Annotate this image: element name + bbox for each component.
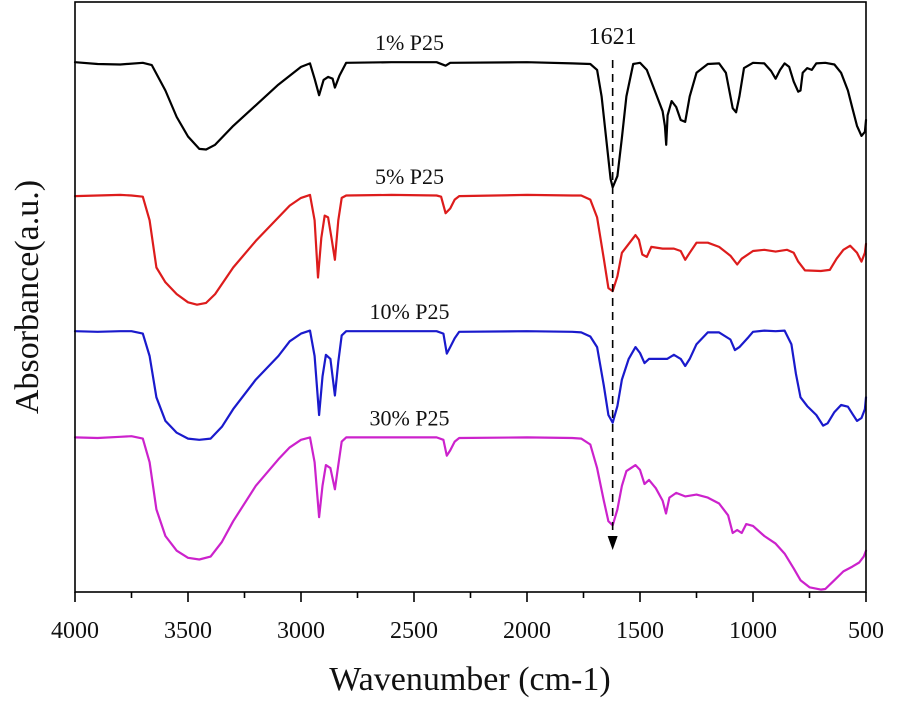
series-label: 30% P25 — [369, 405, 449, 430]
x-tick-label: 4000 — [51, 618, 99, 644]
x-tick-label: 3000 — [277, 618, 325, 644]
series-label: 1% P25 — [375, 30, 444, 55]
x-tick-label: 2500 — [390, 618, 438, 644]
x-axis-title: Wavenumber (cm-1) — [329, 661, 610, 698]
annotation-arrowhead-icon — [607, 536, 618, 550]
curves-layer — [73, 61, 868, 591]
series-line-1-p25 — [73, 61, 868, 189]
x-axis-ticks — [74, 592, 867, 602]
annotation-layer: 1621 — [589, 24, 637, 550]
series-label: 5% P25 — [375, 164, 444, 189]
series-label: 10% P25 — [369, 299, 449, 324]
series-line-5-p25 — [73, 193, 868, 306]
y-axis-title: Absorbance(a.u.) — [9, 180, 46, 414]
x-tick-label: 1500 — [616, 618, 664, 644]
series-line-10-p25 — [73, 329, 868, 441]
series-line-30-p25 — [73, 435, 868, 591]
annotation-label: 1621 — [589, 24, 637, 50]
x-tick-label: 2000 — [503, 618, 551, 644]
x-tick-label: 1000 — [729, 618, 777, 644]
series-labels: 1% P25 5% P25 10% P25 30% P25 — [369, 30, 449, 430]
x-tick-label: 3500 — [164, 618, 212, 644]
x-tick-label: 500 — [848, 618, 884, 644]
x-axis-tick-labels: 4000 3500 3000 2500 2000 1500 1000 500 — [51, 618, 884, 644]
